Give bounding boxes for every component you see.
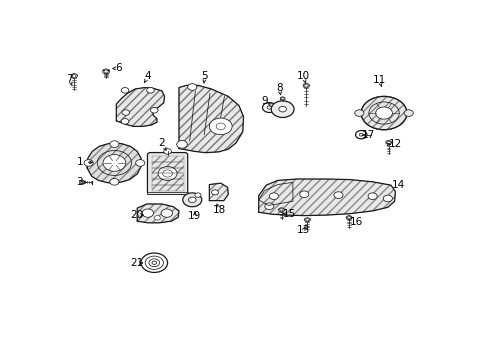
Circle shape xyxy=(304,84,308,87)
Circle shape xyxy=(368,193,377,199)
Circle shape xyxy=(347,216,351,219)
Text: 16: 16 xyxy=(350,217,363,227)
Circle shape xyxy=(212,190,219,195)
Polygon shape xyxy=(179,85,244,153)
Circle shape xyxy=(383,195,392,202)
Circle shape xyxy=(136,159,145,166)
Text: 1: 1 xyxy=(77,157,84,167)
Polygon shape xyxy=(346,215,352,220)
Text: 13: 13 xyxy=(297,225,310,235)
Circle shape xyxy=(122,110,130,115)
Circle shape xyxy=(183,193,202,207)
Text: 7: 7 xyxy=(66,74,73,84)
Polygon shape xyxy=(259,179,395,216)
Circle shape xyxy=(361,96,407,130)
Polygon shape xyxy=(303,83,309,88)
Circle shape xyxy=(110,141,119,148)
Polygon shape xyxy=(79,180,85,185)
Text: 17: 17 xyxy=(362,130,375,140)
Text: 20: 20 xyxy=(130,210,143,220)
Circle shape xyxy=(121,87,129,93)
Circle shape xyxy=(150,108,158,113)
Circle shape xyxy=(103,155,126,171)
Circle shape xyxy=(163,170,172,177)
Text: 18: 18 xyxy=(213,205,226,215)
Circle shape xyxy=(110,179,119,185)
Polygon shape xyxy=(147,192,188,194)
Circle shape xyxy=(80,181,84,184)
Polygon shape xyxy=(151,156,184,192)
Circle shape xyxy=(209,118,232,135)
Circle shape xyxy=(263,103,276,112)
Text: 11: 11 xyxy=(373,75,386,85)
Polygon shape xyxy=(361,96,407,130)
Polygon shape xyxy=(280,97,285,100)
Text: 6: 6 xyxy=(116,63,122,73)
Circle shape xyxy=(195,193,201,197)
Circle shape xyxy=(300,191,309,198)
Circle shape xyxy=(356,131,367,139)
Circle shape xyxy=(177,140,187,148)
Text: 19: 19 xyxy=(188,211,201,221)
Polygon shape xyxy=(305,217,310,222)
FancyBboxPatch shape xyxy=(147,153,188,194)
Circle shape xyxy=(334,192,343,198)
Polygon shape xyxy=(279,208,284,212)
Text: 4: 4 xyxy=(145,72,151,81)
Circle shape xyxy=(279,107,287,112)
Text: 3: 3 xyxy=(76,177,83,187)
Circle shape xyxy=(154,216,160,220)
Text: 5: 5 xyxy=(201,72,208,81)
Text: 21: 21 xyxy=(130,258,143,268)
Circle shape xyxy=(161,209,172,217)
Text: 14: 14 xyxy=(392,180,405,190)
Circle shape xyxy=(280,208,283,211)
Text: 9: 9 xyxy=(261,96,268,107)
Circle shape xyxy=(270,193,278,199)
Circle shape xyxy=(189,197,196,203)
Polygon shape xyxy=(87,144,141,183)
Polygon shape xyxy=(103,69,109,74)
Circle shape xyxy=(158,167,177,180)
Circle shape xyxy=(355,110,364,116)
Circle shape xyxy=(164,149,171,154)
Circle shape xyxy=(188,84,197,90)
Circle shape xyxy=(271,101,294,117)
Circle shape xyxy=(84,159,93,166)
Circle shape xyxy=(142,209,153,217)
Polygon shape xyxy=(71,73,77,78)
Polygon shape xyxy=(209,183,228,201)
Circle shape xyxy=(306,219,309,221)
Circle shape xyxy=(281,98,284,100)
Circle shape xyxy=(73,75,76,77)
Circle shape xyxy=(359,133,363,136)
Text: 12: 12 xyxy=(389,139,402,149)
Text: 2: 2 xyxy=(159,138,165,148)
Polygon shape xyxy=(386,140,391,145)
Circle shape xyxy=(216,123,225,130)
Text: 15: 15 xyxy=(282,209,296,219)
Polygon shape xyxy=(116,87,165,126)
Circle shape xyxy=(376,107,392,119)
Circle shape xyxy=(265,203,274,210)
Circle shape xyxy=(147,87,154,93)
Circle shape xyxy=(121,118,129,124)
Text: 8: 8 xyxy=(276,82,283,93)
Circle shape xyxy=(267,106,271,109)
Circle shape xyxy=(404,110,413,116)
Text: 10: 10 xyxy=(297,72,310,81)
Circle shape xyxy=(104,70,108,73)
Polygon shape xyxy=(137,204,179,223)
Circle shape xyxy=(387,141,390,144)
